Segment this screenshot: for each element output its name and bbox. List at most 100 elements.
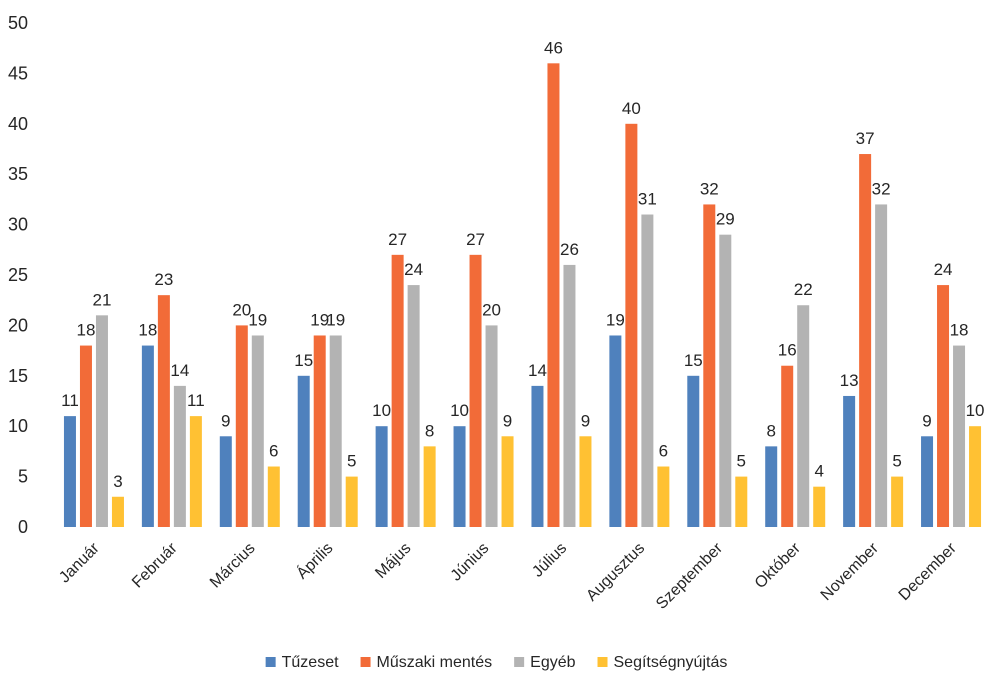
- bar: [531, 385, 544, 527]
- y-tick-label: 40: [8, 114, 28, 134]
- y-tick-label: 45: [8, 63, 28, 83]
- data-label: 46: [544, 38, 563, 57]
- bar: [625, 123, 638, 528]
- data-label: 13: [840, 371, 859, 390]
- x-tick-label: Október: [752, 539, 805, 592]
- data-label: 16: [778, 341, 797, 360]
- bar: [687, 375, 700, 527]
- bar: [719, 234, 732, 527]
- legend-swatch: [360, 657, 371, 667]
- data-label: 10: [450, 401, 469, 420]
- bar: [891, 476, 904, 527]
- data-labels-layer: 1118213182314119201961519195102724810272…: [61, 38, 984, 490]
- y-tick-label: 35: [8, 164, 28, 184]
- data-label: 14: [528, 361, 547, 380]
- data-label: 27: [466, 230, 485, 249]
- data-label: 21: [92, 290, 111, 309]
- bar: [251, 335, 264, 527]
- bar: [453, 426, 466, 527]
- data-label: 15: [684, 351, 703, 370]
- bar: [485, 325, 498, 527]
- data-label: 10: [372, 401, 391, 420]
- data-label: 22: [794, 280, 813, 299]
- legend-swatch: [514, 657, 525, 667]
- data-label: 24: [934, 260, 953, 279]
- data-label: 23: [154, 270, 173, 289]
- bar: [111, 496, 124, 527]
- x-tick-label: Április: [292, 538, 336, 582]
- x-tick-label: November: [818, 539, 883, 604]
- y-tick-label: 50: [8, 13, 28, 33]
- data-label: 6: [659, 442, 668, 461]
- data-label: 5: [347, 452, 356, 471]
- bar: [781, 365, 794, 527]
- legend: Tűzeset Műszaki mentés Egyéb Segítségnyújtá…: [265, 654, 728, 671]
- x-tick-label: Augusztus: [583, 540, 648, 605]
- data-label: 27: [388, 230, 407, 249]
- bar: [95, 315, 108, 527]
- bars-layer: [63, 63, 982, 528]
- data-label: 19: [248, 310, 267, 329]
- y-tick-label: 5: [18, 467, 28, 487]
- data-label: 9: [922, 411, 931, 430]
- data-label: 9: [503, 411, 512, 430]
- bar: [547, 63, 560, 527]
- bar: [969, 426, 982, 527]
- data-label: 11: [187, 391, 205, 410]
- bar: [79, 345, 92, 527]
- y-tick-label: 15: [8, 366, 28, 386]
- bar: [141, 345, 154, 527]
- bar: [219, 436, 232, 527]
- legend-swatch: [265, 657, 276, 667]
- data-label: 5: [892, 452, 901, 471]
- bar: [329, 335, 342, 527]
- data-label: 20: [482, 300, 501, 319]
- bar: [345, 476, 358, 527]
- x-tick-label: December: [896, 539, 961, 604]
- data-label: 19: [326, 310, 345, 329]
- data-label: 24: [404, 260, 423, 279]
- data-label: 19: [606, 310, 625, 329]
- bar: [407, 285, 420, 527]
- bar: [313, 335, 326, 527]
- legend-label: Segítségnyújtás: [614, 654, 728, 671]
- data-label: 37: [856, 129, 875, 148]
- y-axis: 0 5 10 15 20 25 30 35 40 45 50: [8, 13, 28, 537]
- bar: [501, 436, 514, 527]
- bar: [765, 446, 778, 527]
- data-label: 18: [76, 321, 95, 340]
- data-label: 20: [232, 300, 251, 319]
- x-tick-label: Július: [529, 540, 570, 581]
- bar: [797, 305, 810, 527]
- bar: [657, 466, 670, 527]
- data-label: 15: [294, 351, 313, 370]
- data-label: 3: [113, 472, 122, 491]
- y-tick-label: 10: [8, 416, 28, 436]
- legend-label: Műszaki mentés: [377, 654, 493, 671]
- bar: [735, 476, 748, 527]
- bar: [375, 426, 388, 527]
- bar: [235, 325, 248, 527]
- bar: [469, 254, 482, 527]
- bar: [267, 466, 280, 527]
- bar: [157, 295, 170, 527]
- data-label: 4: [814, 462, 823, 481]
- bar: [703, 204, 716, 527]
- data-label: 40: [622, 99, 641, 118]
- data-label: 18: [950, 321, 969, 340]
- legend-label: Egyéb: [530, 654, 575, 671]
- bar: [953, 345, 966, 527]
- bar: [859, 154, 872, 528]
- bar: [189, 416, 202, 527]
- y-tick-label: 20: [8, 315, 28, 335]
- bar: [173, 385, 186, 527]
- data-label: 5: [737, 452, 746, 471]
- y-tick-label: 25: [8, 265, 28, 285]
- data-label: 26: [560, 240, 579, 259]
- bar: [641, 214, 654, 527]
- data-label: 29: [716, 210, 735, 229]
- data-label: 9: [581, 411, 590, 430]
- bar: [921, 436, 934, 527]
